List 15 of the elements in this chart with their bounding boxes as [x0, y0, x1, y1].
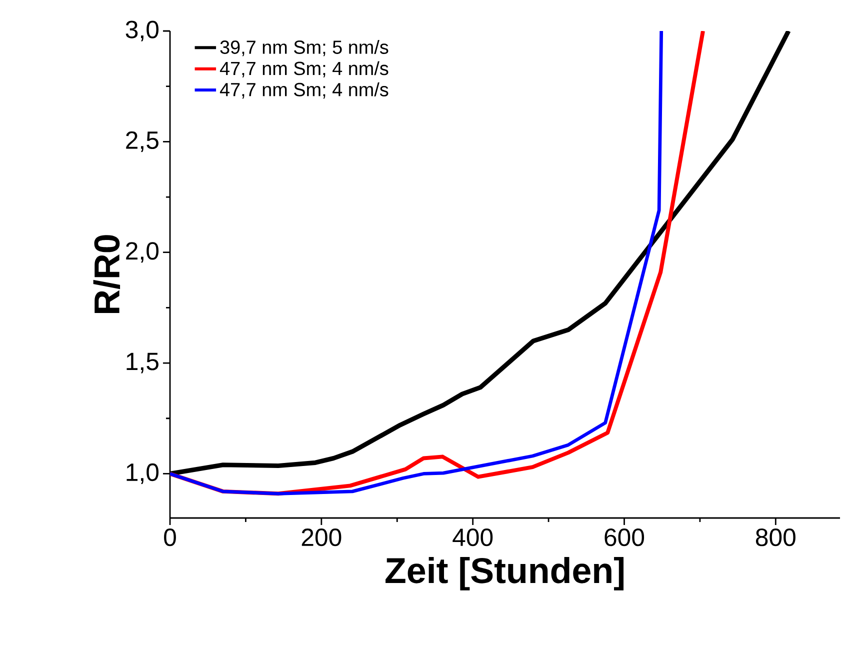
legend-label: 39,7 nm Sm; 5 nm/s: [220, 40, 388, 56]
x-tick-label: 400: [452, 528, 493, 546]
y-tick-label: 3,0: [126, 20, 159, 42]
x-tick-label: 800: [756, 528, 796, 546]
y-tick-label: 2,5: [126, 131, 158, 152]
x-tick-label: 0: [164, 528, 176, 546]
y-tick-label: 2,0: [126, 242, 159, 263]
y-tick-label: 1,5: [126, 352, 158, 374]
legend-label: 47,7 nm Sm; 4 nm/s: [220, 82, 388, 99]
legend-label: 47,7 nm Sm; 4 nm/s: [220, 61, 388, 78]
x-axis-title: Zeit [Stunden]: [386, 557, 624, 590]
x-tick-label: 600: [604, 528, 644, 546]
y-tick-label: 1,0: [126, 463, 159, 484]
x-tick-label: 200: [302, 528, 342, 546]
y-axis-title: R/R0: [93, 235, 120, 313]
